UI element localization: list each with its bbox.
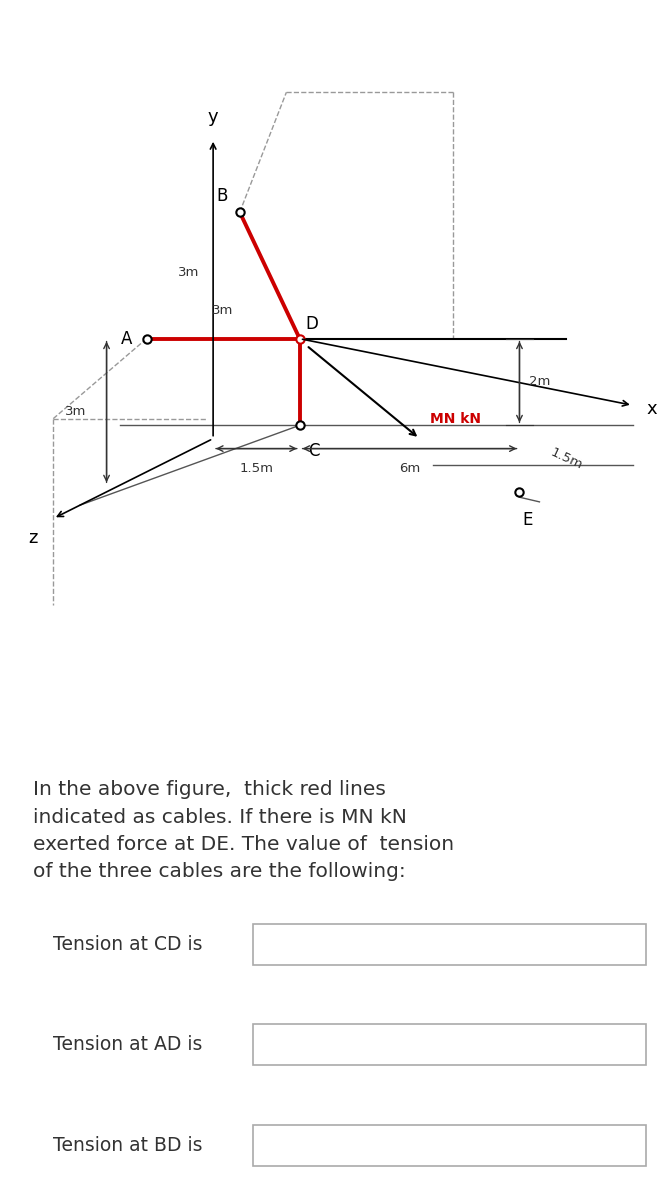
FancyBboxPatch shape [253, 1025, 646, 1066]
Text: E: E [523, 510, 533, 528]
Text: x: x [646, 400, 657, 418]
FancyBboxPatch shape [253, 924, 646, 965]
FancyBboxPatch shape [253, 1124, 646, 1166]
Text: B: B [216, 187, 228, 205]
Text: y: y [208, 108, 218, 126]
Text: 6m: 6m [399, 462, 420, 475]
Text: z: z [29, 528, 38, 546]
Text: Tension at CD is: Tension at CD is [53, 935, 202, 954]
Text: In the above figure,  thick red lines
indicated as cables. If there is MN kN
exe: In the above figure, thick red lines ind… [33, 780, 454, 881]
Text: 3m: 3m [212, 305, 234, 317]
Text: Tension at AD is: Tension at AD is [53, 1036, 202, 1055]
Text: Tension at BD is: Tension at BD is [53, 1135, 202, 1154]
Text: 1.5m: 1.5m [239, 462, 274, 475]
Text: 2m: 2m [529, 376, 551, 389]
Text: D: D [305, 316, 318, 334]
Text: 3m: 3m [178, 265, 200, 278]
Text: 3m: 3m [65, 406, 87, 419]
Text: 1.5m: 1.5m [548, 445, 584, 472]
Text: A: A [121, 330, 132, 348]
Text: MN kN: MN kN [430, 412, 481, 426]
Text: C: C [308, 442, 319, 460]
